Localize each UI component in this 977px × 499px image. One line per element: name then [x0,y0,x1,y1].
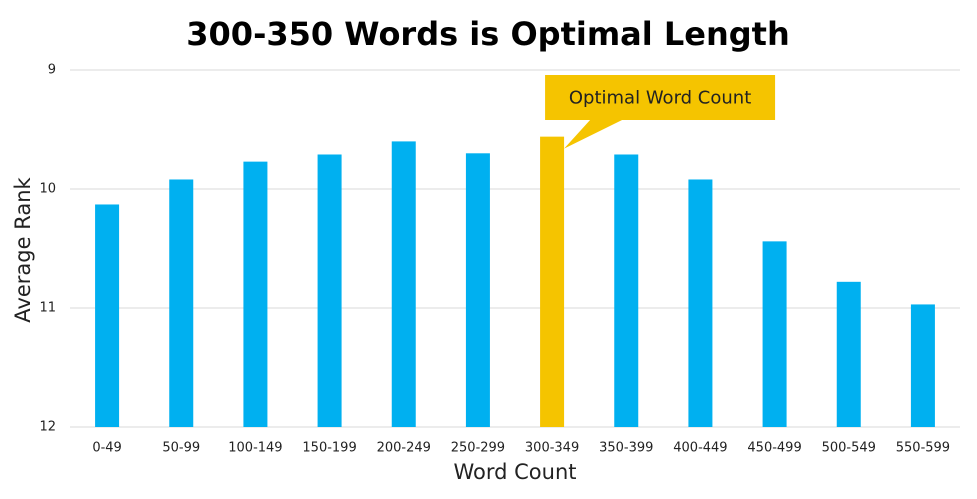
annotation-callout [545,75,776,149]
bar [317,154,342,428]
x-tick-label: 550-599 [896,441,950,456]
bar [465,153,490,428]
x-axis-title: Word Count [453,460,576,484]
y-tick-label: 9 [48,63,56,78]
x-tick-label: 0-49 [92,441,122,456]
y-axis-title: Average Rank [11,176,35,322]
annotation-text: Optimal Word Count [569,88,751,109]
x-tick-label: 500-549 [822,441,876,456]
bar [688,179,713,427]
x-tick-label: 50-99 [162,441,200,456]
bar [910,304,935,427]
x-tick-label: 300-349 [525,441,579,456]
x-tick-label: 350-399 [599,441,653,456]
x-tick-label: 250-299 [451,441,505,456]
x-tick-label: 150-199 [302,441,356,456]
bar [95,204,120,427]
bar [540,136,565,427]
x-tick-label: 200-249 [377,441,431,456]
y-tick-label: 11 [39,301,56,316]
bar [243,161,268,427]
bar [762,241,787,427]
x-tick-label: 400-449 [673,441,727,456]
bar [169,179,194,427]
y-tick-label: 12 [39,420,56,435]
x-tick-label: 100-149 [228,441,282,456]
x-tick-label: 450-499 [747,441,801,456]
y-tick-label: 10 [39,182,56,197]
chart-title: 300-350 Words is Optimal Length [186,15,789,53]
bar [391,141,416,427]
bar [614,154,639,428]
bar [836,281,861,427]
